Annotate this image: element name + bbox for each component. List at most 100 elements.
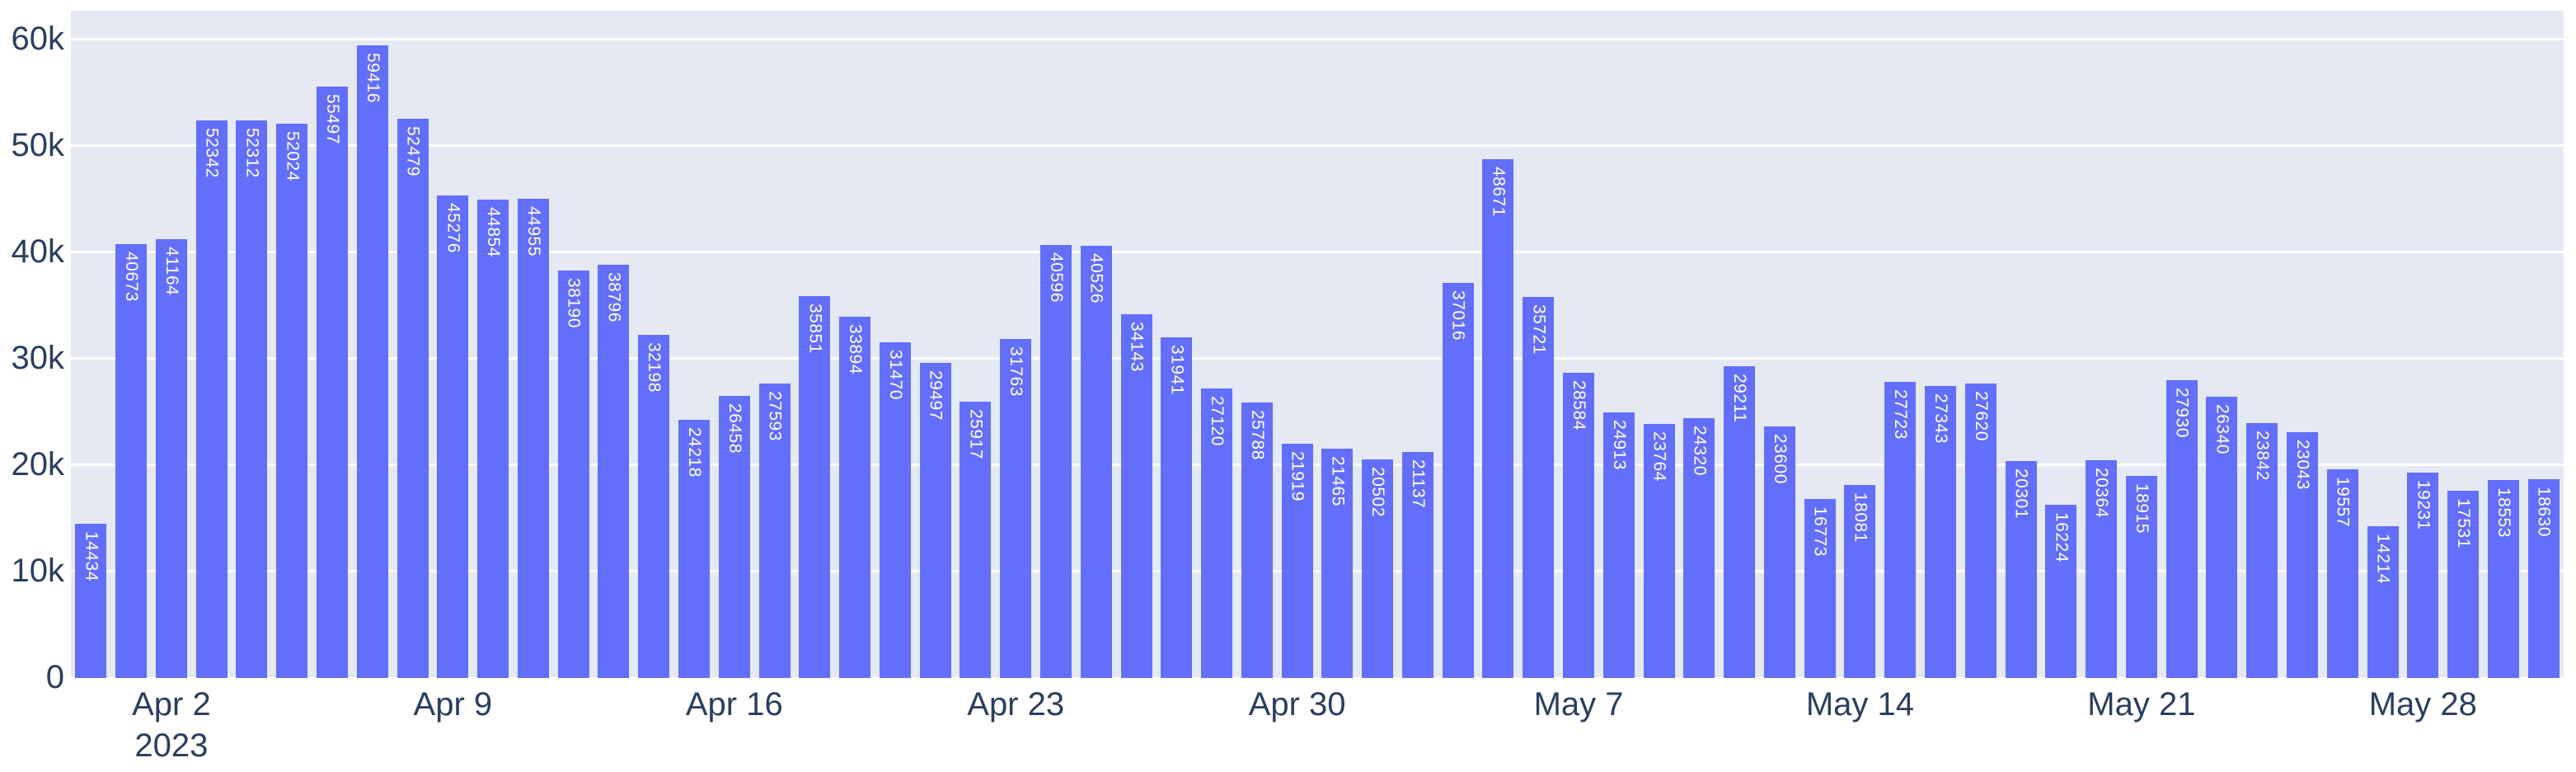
bar[interactable] (517, 199, 549, 678)
bar-value-label: 20301 (2011, 468, 2031, 520)
x-tick-date: May 21 (2087, 686, 2196, 723)
bar[interactable] (1080, 246, 1112, 678)
bar[interactable] (919, 363, 951, 678)
bar[interactable] (2045, 504, 2077, 678)
bar-value-label: 23842 (2253, 431, 2273, 482)
bar[interactable] (638, 334, 670, 678)
bar[interactable] (115, 244, 148, 678)
bar-value-label: 25917 (966, 408, 986, 459)
bar-value-label: 59416 (363, 52, 382, 103)
bar-value-label: 29211 (1730, 374, 1750, 423)
bar[interactable] (1401, 452, 1433, 678)
bar-value-label: 27930 (2172, 387, 2192, 438)
bar[interactable] (557, 271, 589, 678)
x-tick-label: Apr 9 (414, 684, 493, 725)
bar-value-label: 21465 (1328, 456, 1348, 506)
bar[interactable] (2086, 460, 2118, 678)
bar[interactable] (1763, 426, 1795, 678)
bar[interactable] (1120, 313, 1152, 678)
bar[interactable] (799, 295, 831, 678)
bar-value-label: 14434 (82, 530, 101, 581)
bar[interactable] (1523, 297, 1555, 678)
bar[interactable] (2286, 431, 2318, 678)
bar[interactable] (2005, 461, 2037, 678)
bar[interactable] (678, 419, 710, 678)
x-tick-date: Apr 9 (413, 686, 493, 723)
x-tick-label: Apr 23 (967, 684, 1064, 725)
bar[interactable] (1482, 159, 1514, 678)
bar-value-label: 19231 (2414, 479, 2433, 530)
bar[interactable] (1724, 366, 1756, 678)
bar-value-label: 44854 (484, 207, 504, 258)
bar-value-label: 20502 (1368, 466, 1388, 517)
bar[interactable] (2447, 490, 2480, 678)
bar[interactable] (2165, 379, 2198, 678)
bar-value-label: 26340 (2212, 404, 2232, 455)
bar-value-label: 33894 (846, 323, 866, 374)
bar[interactable] (718, 395, 750, 678)
bar[interactable] (2527, 478, 2560, 678)
bar[interactable] (396, 119, 429, 678)
bar-value-label: 35721 (1529, 304, 1549, 355)
bar[interactable] (1161, 337, 1193, 678)
gridline-60k (71, 37, 2564, 40)
bar[interactable] (317, 87, 349, 678)
bar-value-label: 31941 (1167, 344, 1187, 395)
x-tick-label: Apr 30 (1249, 684, 1346, 725)
gridline-20k (71, 463, 2564, 466)
x-tick-label: Apr 16 (686, 684, 783, 725)
bar[interactable] (276, 123, 308, 678)
bar[interactable] (1602, 412, 1635, 678)
bar[interactable] (1643, 424, 1675, 678)
bar[interactable] (758, 384, 791, 678)
bar[interactable] (1039, 245, 1072, 678)
bar[interactable] (879, 342, 911, 678)
bar[interactable] (2246, 423, 2278, 678)
y-tick-label: 40k (11, 233, 65, 270)
bar[interactable] (155, 238, 187, 678)
x-tick-date: May 7 (1533, 686, 1624, 723)
bar[interactable] (1964, 383, 1997, 678)
bar[interactable] (1362, 459, 1394, 678)
bar-value-label: 23764 (1649, 431, 1669, 482)
bar[interactable] (1804, 498, 1836, 678)
bar-value-label: 18553 (2494, 487, 2513, 538)
bar[interactable] (2367, 525, 2399, 678)
bar[interactable] (1201, 388, 1233, 678)
x-tick-label: Apr 2 2023 (132, 684, 211, 766)
bar[interactable] (1683, 418, 1715, 678)
x-tick-label: May 28 (2369, 684, 2477, 725)
bar[interactable] (1241, 402, 1273, 678)
bar[interactable] (1563, 373, 1595, 678)
bar[interactable] (2326, 468, 2358, 678)
bar[interactable] (1925, 386, 1956, 678)
bar[interactable] (75, 523, 107, 678)
y-tick-label: 10k (11, 553, 65, 589)
bar-value-label: 27620 (1971, 390, 1991, 441)
x-tick-label: May 21 (2087, 684, 2195, 725)
bar[interactable] (1321, 449, 1354, 678)
bar[interactable] (598, 264, 630, 678)
bar-value-label: 18081 (1851, 492, 1870, 543)
bar[interactable] (2487, 479, 2519, 678)
bar[interactable] (2407, 472, 2439, 678)
bar-value-label: 52312 (242, 128, 262, 179)
bar[interactable] (1000, 339, 1032, 678)
bar[interactable] (960, 401, 992, 678)
bar-value-label: 52479 (403, 126, 423, 177)
bar-value-label: 21919 (1288, 451, 1307, 502)
bar[interactable] (477, 200, 509, 678)
bar[interactable] (437, 195, 469, 678)
bar[interactable] (2125, 475, 2157, 678)
bar[interactable] (1281, 444, 1313, 678)
bar[interactable] (356, 45, 388, 678)
bar[interactable] (195, 120, 228, 678)
bar[interactable] (236, 120, 268, 678)
bar-value-label: 16224 (2052, 511, 2072, 563)
bar[interactable] (839, 316, 871, 678)
bar[interactable] (1884, 382, 1917, 678)
bar[interactable] (1442, 283, 1474, 678)
bar[interactable] (2206, 397, 2238, 678)
bar[interactable] (1844, 484, 1876, 678)
bar-value-label: 24913 (1609, 419, 1629, 470)
